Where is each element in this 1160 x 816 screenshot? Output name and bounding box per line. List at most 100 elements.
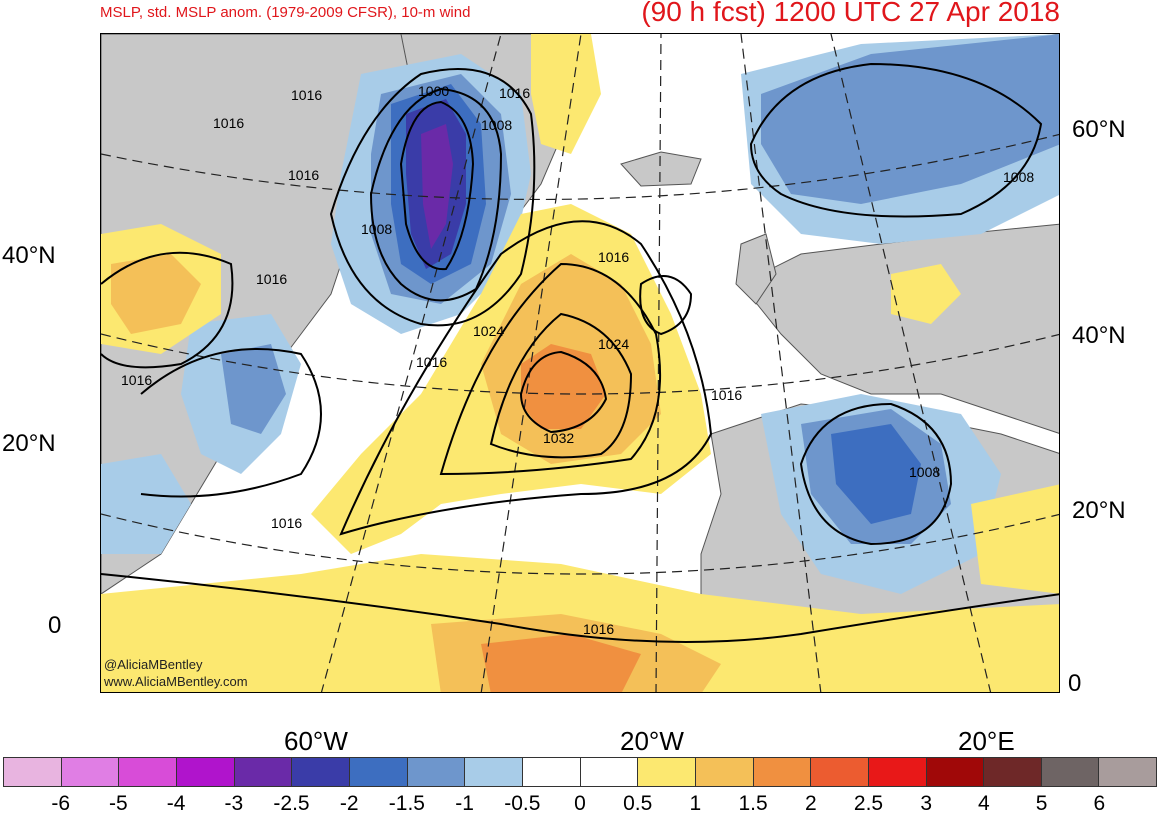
negative-anomaly-layer [101,34,1059,594]
colorbar-tick-label: 2 [804,792,817,815]
colorbar-tick-label: -0.5 [504,792,541,815]
isobar-layer [101,62,1059,643]
isobar-equatorial-trough [101,573,1059,643]
isobar-greenland-low-mid [369,87,503,302]
colorbar-swatch [522,758,581,786]
anomaly-orange-labrador [111,254,201,334]
colorbar-tick-label: 0.5 [623,792,653,815]
isobar-label: 1016 [288,167,319,183]
isobar-atlantic-high-outer [339,220,713,536]
anomaly-blue-mid-scandinavia [761,34,1059,204]
colorbar-swatch [638,758,696,786]
colorbar-tick-label: -3 [224,792,244,815]
colorbar-swatch [580,758,639,786]
colorbar-swatch [349,758,408,786]
isobar-label: 1016 [291,87,322,103]
lat-label-right-20n: 20°N [1072,497,1126,524]
watermark-handle: @AliciaMBentley [104,657,203,672]
isobar-label: 1024 [598,336,629,352]
isobar-label: 1016 [711,387,742,403]
colorbar-tick-label: 4 [978,792,990,815]
map-title-left: MSLP, std. MSLP anom. (1979-2009 CFSR), … [100,4,471,21]
colorbar-tick-label: -4 [166,792,186,815]
isobar-label: 1008 [909,464,940,480]
anomaly-blue-deep-greenland [421,124,453,249]
colorbar-swatch [868,758,927,786]
isobar-label: 1016 [271,515,302,531]
graticule-parallel-40n [101,333,1059,395]
colorbar-tick-label: -6 [51,792,71,815]
isobar-atlantic-high-inner [489,312,633,459]
isobar-label: 1016 [598,249,629,265]
lat-label-right-60n: 60°N [1072,116,1126,143]
iceland-land [620,151,702,187]
isobar-label: 1008 [1003,169,1034,185]
europe-land [740,223,1059,434]
colorbar-tick-label: 1.5 [738,792,768,815]
colorbar-swatch [176,758,235,786]
anomaly-yellow-east-africa [971,484,1059,594]
anomaly-blue-mid-us-east [221,344,286,434]
colorbar-swatch [465,758,523,786]
lon-label-20w: 20°W [620,726,684,756]
lon-label-20e: 20°E [958,726,1015,756]
map-title-right: (90 h fcst) 1200 UTC 27 Apr 2018 [641,0,1060,27]
graticule-parallel-60n [101,133,1059,201]
isobar-north-africa-low [799,402,953,546]
isobar-label-layer: 1000 1008 1016 1016 1008 1016 1016 1016 … [121,83,1034,637]
colorbar-tick-label: 0 [574,792,586,815]
colorbar-tick-label: -2.5 [273,792,310,815]
colorbar-swatch [4,758,62,786]
anomaly-colorbar [3,757,1157,787]
weather-map: 1000 1008 1016 1016 1008 1016 1016 1016 … [100,33,1060,693]
colorbar-swatch [119,758,177,786]
colorbar-tick-label: 5 [1035,792,1048,815]
isobar-label: 1016 [499,85,530,101]
colorbar-swatch [753,758,812,786]
colorbar-swatch [1041,758,1100,786]
colorbar-swatch [811,758,869,786]
british-isles-land [735,233,777,305]
anomaly-blue-light-gulf [101,454,191,554]
colorbar-tick-label: 2.5 [853,792,884,815]
lat-label-left-40n: 40°N [2,242,56,269]
isobar-us-east-1016 [140,348,322,498]
colorbar-swatch [926,758,985,786]
watermark-url: www.AliciaMBentley.com [104,674,248,689]
isobar-label: 1000 [418,83,449,99]
isobar-label: 1016 [416,354,447,370]
graticule-meridian-20w [655,34,662,692]
isobar-label: 1016 [213,115,244,131]
isobar-atlantic-high-mid [439,262,662,476]
colorbar-swatch [1099,758,1157,786]
isobar-greenland-low-outer [329,68,536,327]
colorbar-tick-label: 1 [689,792,702,815]
anomaly-blue-strong-north-africa [831,424,921,524]
graticule-layer [101,34,1059,692]
colorbar-tick-label: -1 [455,792,474,815]
isobar-atlantic-high-core [519,350,608,434]
isobar-biscay-high [639,275,693,336]
anomaly-yellow-europe [891,264,961,324]
graticule-meridian-20e [830,34,992,692]
colorbar-tick-label: 6 [1093,792,1106,815]
anomaly-orange-equatorial-deep [481,634,641,692]
isobar-label: 1024 [473,323,504,339]
colorbar-tick-label: -5 [109,792,128,815]
positive-anomaly-layer [101,34,1059,692]
graticule-parallel-20n [101,513,1059,575]
map-canvas: 1000 1008 1016 1016 1008 1016 1016 1016 … [101,34,1059,692]
isobar-label: 1016 [583,621,614,637]
isobar-label: 1016 [256,271,287,287]
colorbar-tick-label: -1.5 [388,792,425,815]
lat-label-left-20n: 20°N [2,430,56,457]
colorbar-swatch [407,758,466,786]
isobar-labrador-1016 [101,251,234,369]
colorbar-swatch [292,758,350,786]
lat-label-right-0: 0 [1068,670,1082,697]
colorbar-swatch [61,758,120,786]
isobar-label: 1008 [481,117,512,133]
colorbar-swatch [984,758,1042,786]
isobar-label: 1016 [121,372,152,388]
colorbar-tick-label: -2 [339,792,359,815]
